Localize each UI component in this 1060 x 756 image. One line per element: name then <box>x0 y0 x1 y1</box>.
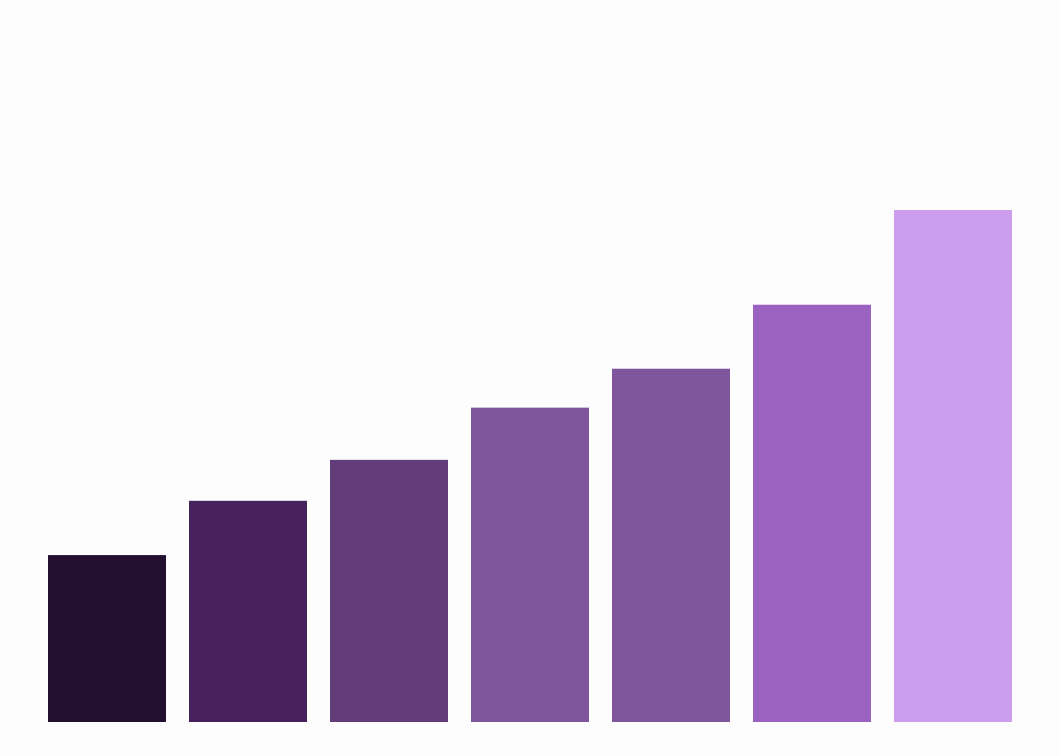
bar-7 <box>894 210 1012 722</box>
bar-4 <box>471 407 589 722</box>
bar-6 <box>753 304 871 722</box>
bar-2 <box>189 500 307 722</box>
bar-5 <box>612 368 730 722</box>
bar-3 <box>330 459 448 722</box>
bar-group <box>48 210 1012 722</box>
bar-1 <box>48 555 166 722</box>
